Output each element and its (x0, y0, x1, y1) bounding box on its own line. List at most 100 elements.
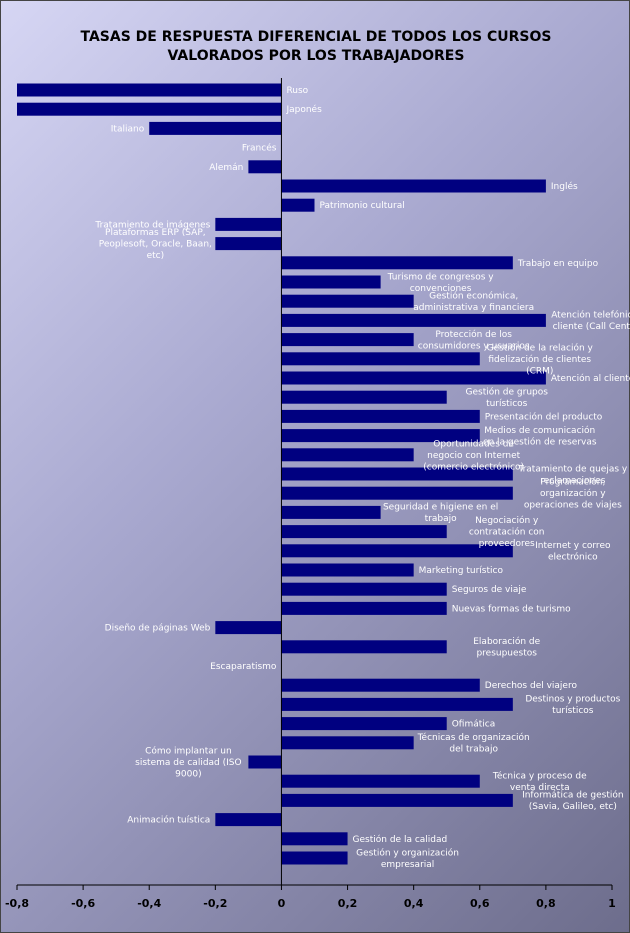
category-label: Japonés (285, 104, 322, 115)
category-label: Gestión y organización empresarial (356, 847, 459, 870)
category-label: Marketing turístico (419, 566, 504, 576)
x-tick-label: 1 (608, 897, 616, 910)
category-label: Informática de gestión (Savia, Galileo, e… (522, 790, 624, 813)
bar (281, 697, 513, 711)
category-label: Seguros de viaje (452, 585, 527, 595)
category-label: Presentación del producto (485, 411, 603, 422)
category-label: Gestión económica, administrativa y finan… (413, 290, 534, 313)
bar (281, 198, 315, 212)
chart-title-line-2: VALORADOS POR LOS TRABAJADORES (167, 48, 465, 64)
category-label: Nuevas formas de turismo (452, 604, 571, 614)
category-label-line: Animación tuística (127, 815, 210, 826)
category-label-line: Patrimonio cultural (320, 201, 405, 211)
category-label-line: operaciones de viajes (524, 501, 622, 511)
category-label-line: Plataformas ERP (SAP, (105, 228, 206, 238)
category-label-line: Gestión de la relación y (487, 342, 594, 353)
category-label: Atención al cliente (551, 373, 630, 384)
category-label-line: Francés (242, 143, 277, 154)
chart-title: TASAS DE RESPUESTA DIFERENCIAL DE TODOS … (1, 28, 630, 66)
category-label-line: Trabajo en equipo (517, 259, 599, 269)
category-label-line: (CRM) (526, 366, 553, 376)
category-label-line: Informática de gestión (522, 790, 624, 801)
category-label: Animación tuística (127, 815, 210, 826)
x-tick-label: -0,4 (137, 897, 161, 910)
category-label: Plataformas ERP (SAP, Peoplesoft, Oracle,… (99, 228, 212, 261)
category-label: Ruso (286, 86, 308, 96)
bar (17, 102, 282, 116)
category-label-line: trabajo (425, 514, 457, 524)
category-label-line: Gestión económica, (429, 290, 518, 301)
x-tick-label: 0,2 (338, 897, 358, 910)
bars-group (17, 83, 546, 865)
bar (281, 275, 381, 289)
category-label: Cómo implantar un sistema de calidad (ISO… (135, 746, 241, 780)
x-tick-label: -0,8 (5, 897, 29, 910)
x-tick-label: -0,6 (71, 897, 95, 910)
category-label-line: Presentación del producto (485, 411, 603, 422)
category-label-line: proveedores (479, 539, 535, 549)
category-label: Elaboración de presupuestos (473, 636, 540, 659)
bar (281, 486, 513, 500)
bar (281, 774, 480, 788)
category-label: Medios de comunicación en la gestión de r… (483, 425, 597, 448)
category-label-line: Peoplesoft, Oracle, Baan, (99, 240, 212, 250)
category-label: Técnicas de organización del trabajo (417, 732, 530, 755)
category-label-line: Cómo implantar un (145, 746, 232, 757)
category-label-line: (comercio electrónico) (423, 461, 524, 472)
bar (281, 256, 513, 270)
category-label-line: Oportunidades de (433, 439, 514, 449)
category-label-line: administrativa y financiera (413, 303, 534, 313)
category-label-line: Técnica y proceso de (492, 770, 587, 781)
category-label: Tratamiento de imágenes (94, 220, 210, 230)
bar (248, 755, 282, 769)
category-label-line: turísticos (552, 706, 594, 716)
category-label: Escaparatismo (210, 662, 277, 672)
bar (281, 313, 546, 327)
category-label-line: sistema de calidad (ISO (135, 758, 241, 768)
category-label-line: Escaparatismo (210, 662, 277, 672)
bar (281, 352, 480, 366)
bar (281, 429, 480, 443)
bar (281, 505, 381, 519)
bar (281, 409, 480, 423)
category-label: Trabajo en equipo (517, 259, 599, 269)
bar (281, 601, 447, 615)
category-label-line: Gestión y organización (356, 847, 459, 858)
bar (281, 736, 414, 750)
category-label-line: Destinos y productos (525, 695, 620, 705)
category-label: Gestión de grupos turísticos (466, 386, 549, 409)
bar (281, 371, 546, 385)
category-label-line: Negociación y (475, 515, 539, 526)
x-tick-label: -0,2 (203, 897, 227, 910)
x-axis: -0,8 -0,6 -0,4 -0,2 0 0,2 0,4 0,6 0,8 1 (5, 78, 616, 910)
category-label-line: Programación, (540, 477, 605, 488)
category-label-line: etc) (147, 251, 165, 261)
category-label-line: Nuevas formas de turismo (452, 604, 571, 614)
bar (17, 83, 282, 97)
category-label: Protección de los consumidores y usuarios (418, 329, 530, 352)
category-label-line: fidelización de clientes (488, 354, 591, 365)
bar (215, 621, 282, 635)
category-label: Oportunidades de negocio con Internet (com… (423, 439, 524, 472)
bar (281, 333, 414, 347)
category-label-line: negocio con Internet (427, 451, 521, 461)
category-label: Turismo de congresos y convenciones (387, 272, 495, 294)
category-label-line: turísticos (486, 399, 528, 409)
category-label-line: Elaboración de (473, 636, 540, 647)
category-label-line: 9000) (175, 770, 201, 780)
category-label: Francés (242, 143, 277, 154)
category-label-line: Seguros de viaje (452, 585, 527, 595)
category-label-line: organización y (540, 488, 606, 499)
category-label: Internet y correo electrónico (535, 541, 611, 563)
bar (281, 678, 480, 692)
category-label: Alemán (209, 163, 243, 173)
category-label-line: Gestión de grupos (466, 386, 549, 397)
category-label: Italiano (111, 124, 145, 134)
category-label-line: empresarial (381, 860, 434, 870)
bar (281, 640, 447, 654)
bar (281, 851, 348, 865)
category-label-line: Medios de comunicación (484, 425, 595, 436)
category-label-line: Tratamiento de imágenes (94, 220, 210, 230)
bar (281, 563, 414, 577)
category-label-line: presupuestos (476, 649, 537, 659)
